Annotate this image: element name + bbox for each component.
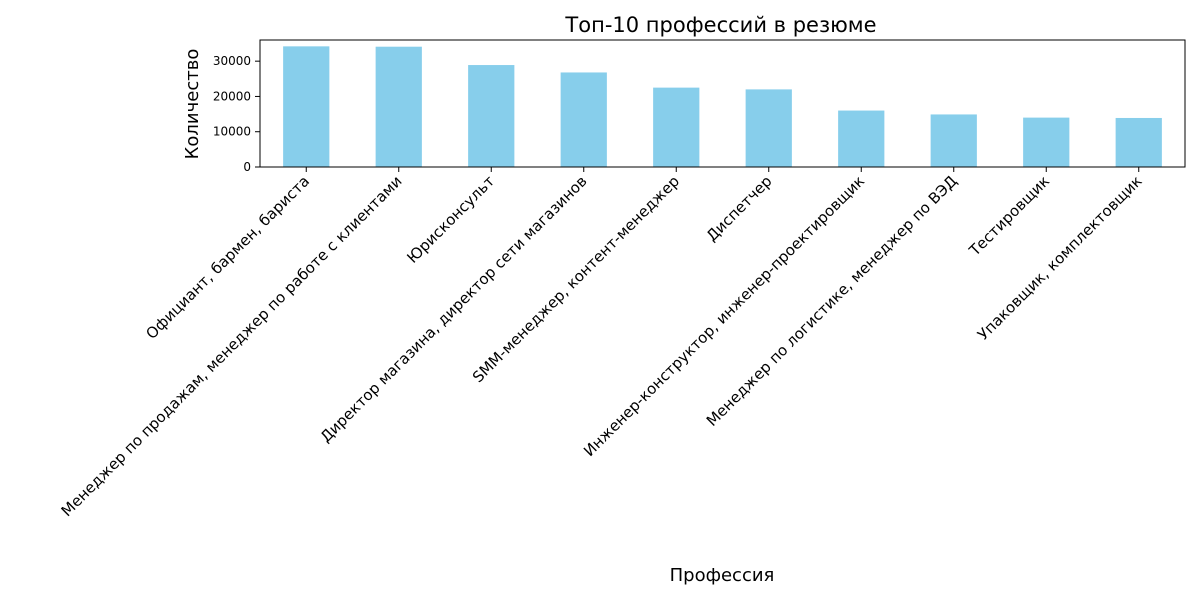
bar [560,72,607,167]
x-tick-label: Диспетчер [703,172,776,245]
bar [283,46,330,167]
bar [653,87,700,167]
plot-area-frame [259,39,1186,168]
x-tick-label: Официант, бармен, бариста [142,172,313,343]
y-tick-label: 0 [243,160,251,174]
bar [1023,117,1070,167]
y-tick-label: 20000 [213,89,251,103]
y-axis-title: Количество [182,49,203,160]
x-tick-label: SMM-менеджер, контент-менеджер [469,172,683,386]
x-tick-label: Юрисконсульт [403,172,498,267]
bar [1115,117,1162,167]
bar [745,89,792,167]
x-tick-label: Упаковщик, комплектовщик [974,172,1146,344]
bar [838,110,885,167]
bar [930,114,977,167]
x-tick-label: Менеджер по продажам, менеджер по работе… [58,172,406,520]
y-tick-label: 10000 [213,125,251,139]
bar [468,65,515,167]
x-tick-label: Тестировщик [965,172,1053,260]
y-tick-label: 30000 [213,54,251,68]
chart-title: Топ-10 профессий в резюме [564,13,876,37]
x-axis-title: Профессия [670,565,775,586]
bar [375,46,422,168]
